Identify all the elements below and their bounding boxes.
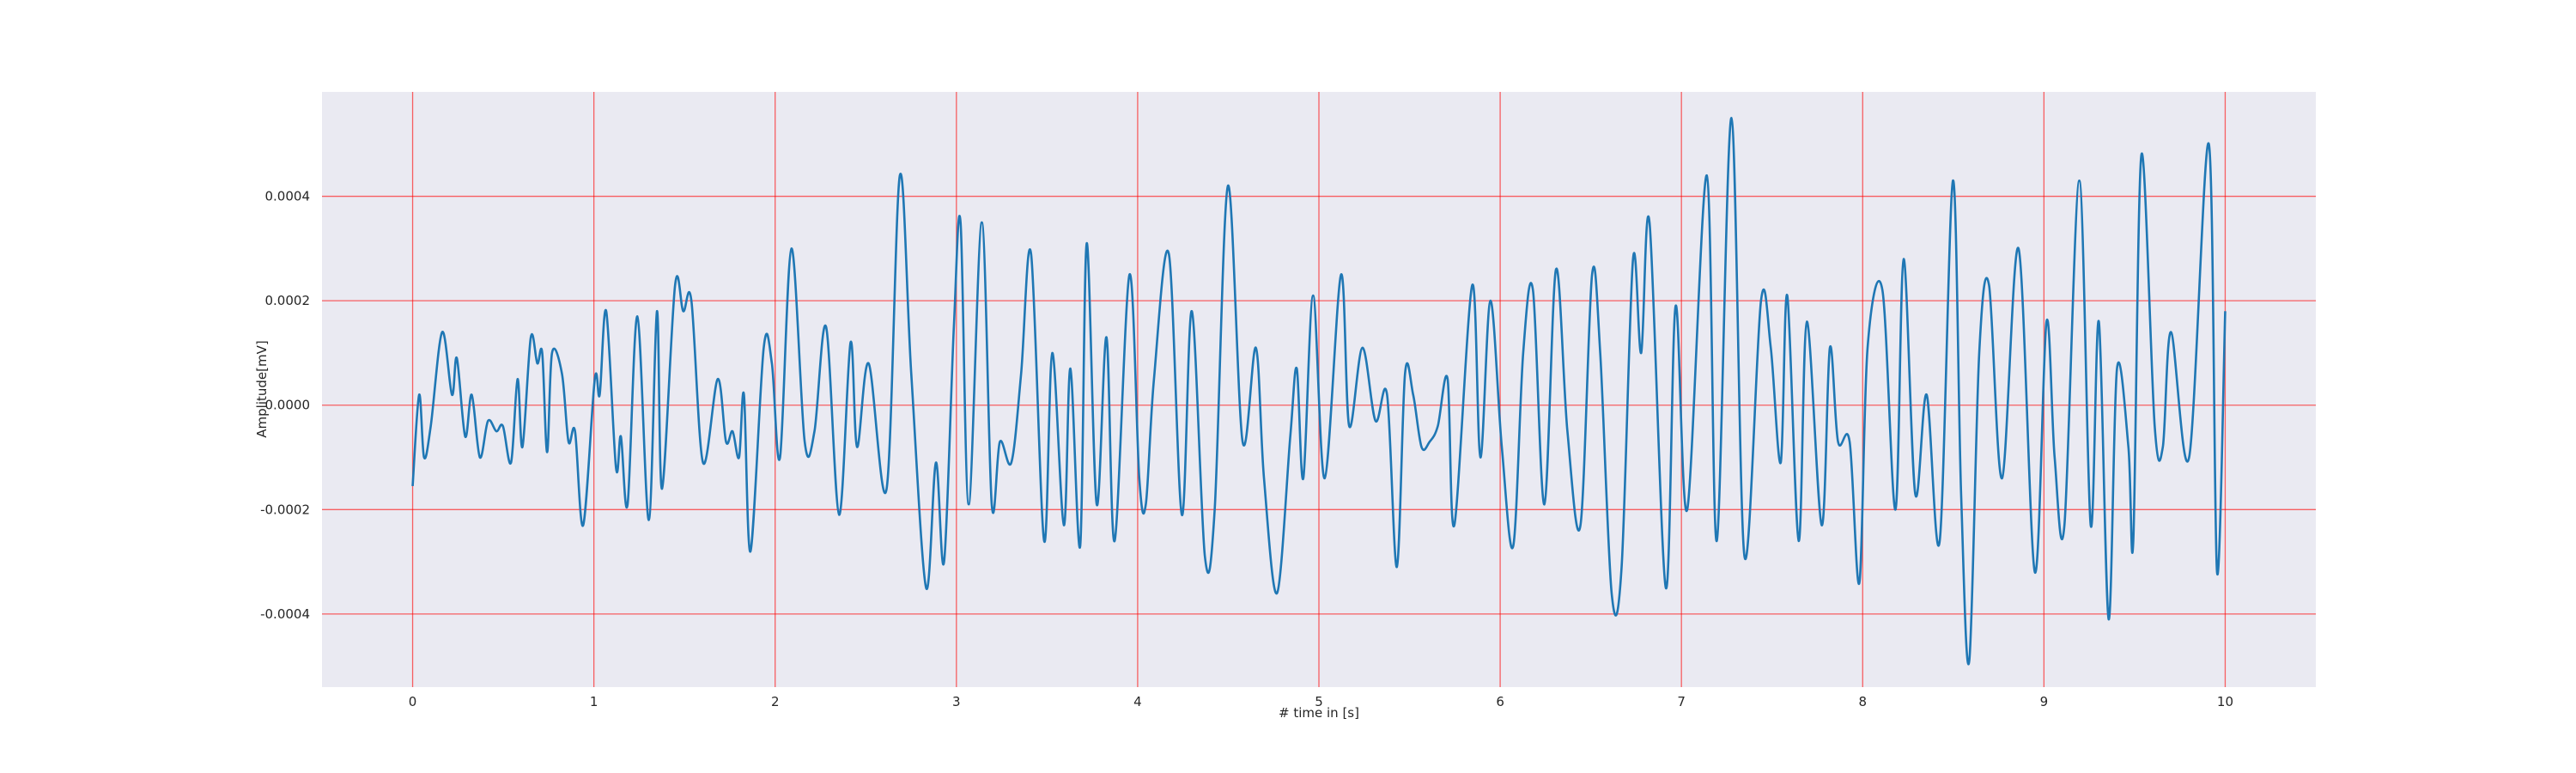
x-tick-label: 0 — [409, 694, 417, 709]
x-tick-label: 6 — [1496, 694, 1504, 709]
labels: 0 1 2 3 4 5 6 7 8 9 10 -0.0004 -0.0002 0.0000 0.0002 0.… — [260, 189, 2233, 709]
x-tick-label: 8 — [1858, 694, 1867, 709]
x-tick-label: 1 — [590, 694, 598, 709]
y-tick-label: 0.0004 — [265, 189, 311, 204]
y-tick-label: 0.0000 — [265, 398, 311, 413]
y-tick-label: 0.0002 — [265, 293, 311, 308]
x-tick-label: 2 — [771, 694, 780, 709]
x-tick-label: 3 — [952, 694, 961, 709]
x-tick-label: 5 — [1315, 694, 1323, 709]
y-tick-label: -0.0002 — [260, 502, 310, 517]
series — [411, 117, 2227, 666]
x-axis-label: # time in [s] — [1279, 705, 1359, 721]
y-tick-label: -0.0004 — [260, 606, 310, 622]
x-tick-label: 10 — [2217, 694, 2233, 709]
signal-line — [411, 117, 2227, 666]
x-tick-label: 7 — [1677, 694, 1686, 709]
x-tick-label: 9 — [2040, 694, 2049, 709]
y-axis-label: Amplitude[mV] — [254, 340, 270, 437]
x-tick-label: 4 — [1133, 694, 1142, 709]
